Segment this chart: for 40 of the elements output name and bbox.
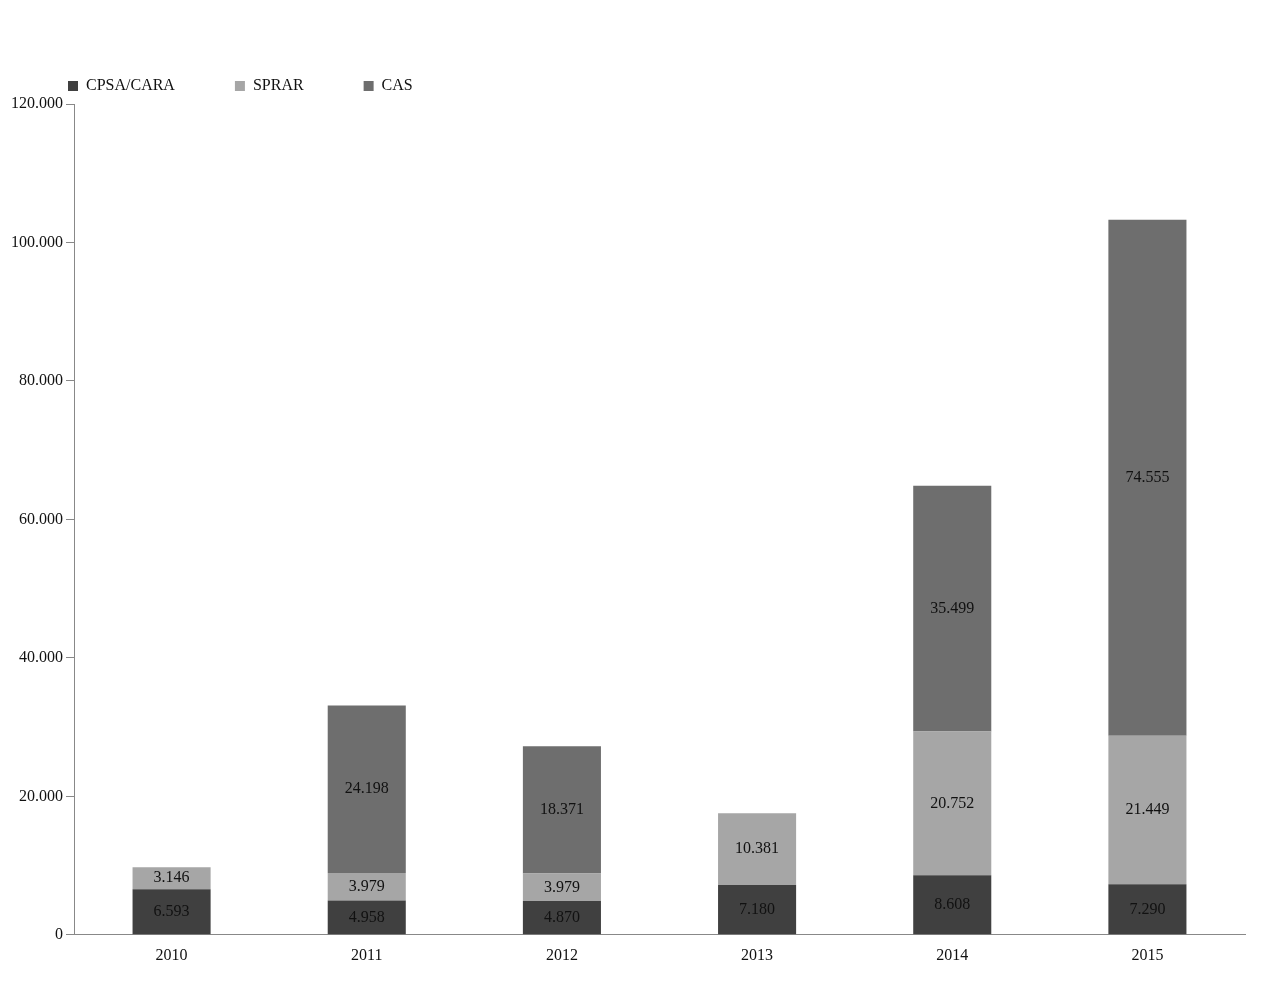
bar xyxy=(327,705,406,873)
data-label: 24.198 xyxy=(344,779,389,797)
x-tick-label: 2012 xyxy=(545,945,578,963)
y-tick-label: 100.000 xyxy=(11,232,63,250)
legend-label: CPSA/CARA xyxy=(86,76,176,94)
y-tick-label: 120.000 xyxy=(11,94,63,112)
bar xyxy=(1108,735,1187,885)
data-label: 3.979 xyxy=(543,877,580,895)
y-tick-label: 40.000 xyxy=(19,648,63,666)
bar xyxy=(327,900,406,935)
x-tick-label: 2011 xyxy=(351,945,383,963)
data-label: 18.371 xyxy=(539,800,584,818)
data-label: 20.752 xyxy=(930,793,975,811)
bar xyxy=(913,875,992,935)
x-tick-label: 2014 xyxy=(936,945,969,963)
bar xyxy=(1108,884,1187,935)
bar xyxy=(132,867,211,890)
legend-label: CAS xyxy=(381,76,413,94)
bar xyxy=(913,485,992,732)
x-tick-label: 2013 xyxy=(741,945,774,963)
y-tick-label: 0 xyxy=(55,925,63,942)
x-tick-label: 2010 xyxy=(155,945,188,963)
y-tick-label: 20.000 xyxy=(19,786,63,804)
bar xyxy=(913,731,992,876)
data-label: 21.449 xyxy=(1125,800,1170,818)
x-tick-label: 2015 xyxy=(1131,945,1164,963)
data-label: 3.979 xyxy=(348,876,385,894)
data-label: 3.146 xyxy=(153,868,190,886)
bar xyxy=(718,885,797,935)
data-label: 10.381 xyxy=(735,839,780,857)
bar xyxy=(718,813,797,886)
data-label: 74.555 xyxy=(1125,467,1170,485)
bar xyxy=(1108,219,1187,736)
bar xyxy=(522,746,601,874)
bar xyxy=(132,889,211,935)
y-tick-label: 80.000 xyxy=(19,371,63,389)
y-tick-label: 60.000 xyxy=(19,509,63,527)
data-label: 35.499 xyxy=(930,598,975,616)
bar xyxy=(522,901,601,935)
legend-label: SPRAR xyxy=(252,76,304,94)
